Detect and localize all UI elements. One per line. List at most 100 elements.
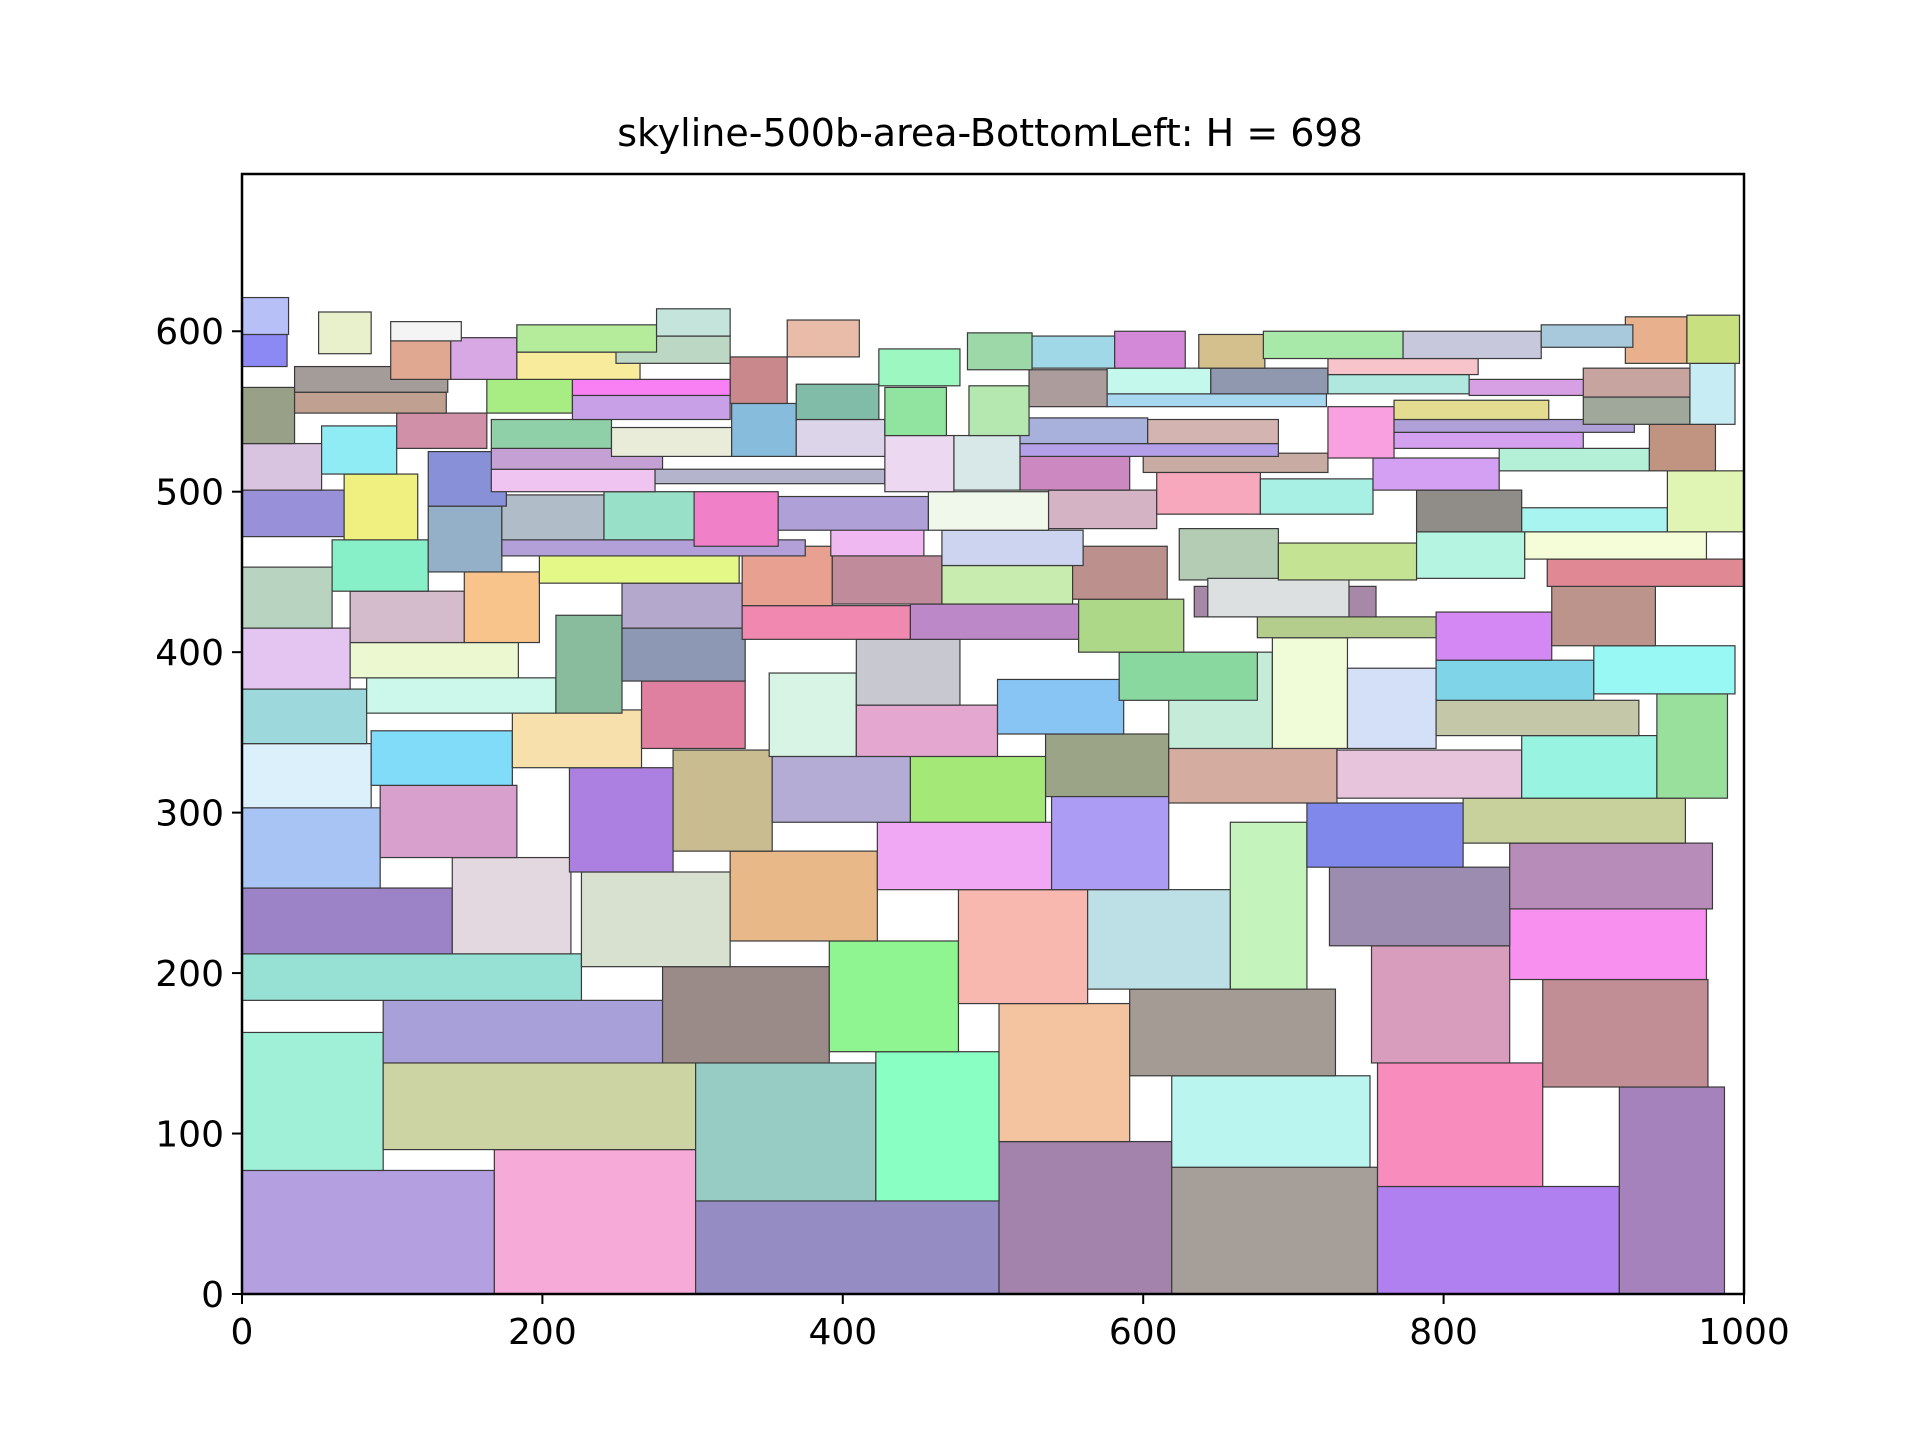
packed-rect: [1198, 333, 1266, 369]
packed-rect: [349, 641, 519, 679]
packed-rect: [1393, 431, 1584, 449]
packed-rect: [1376, 1062, 1544, 1188]
packed-rect: [1618, 1086, 1726, 1294]
packed-rect: [516, 324, 658, 353]
packed-rect: [1156, 471, 1261, 515]
packed-rect: [875, 1051, 1000, 1202]
packed-rect: [1624, 316, 1688, 364]
packed-rect: [729, 356, 788, 405]
packed-rect: [242, 386, 296, 445]
y-tick-label: 100: [155, 1115, 224, 1156]
packed-rect: [1229, 821, 1308, 990]
packed-rect: [1306, 802, 1464, 868]
packed-rect: [927, 491, 1050, 531]
x-tick-label: 200: [508, 1312, 577, 1353]
packed-rect: [731, 402, 797, 458]
packed-rect: [1047, 489, 1158, 530]
packed-rect: [1370, 945, 1511, 1064]
packed-rect: [343, 473, 419, 541]
packed-rect: [349, 590, 465, 644]
packed-rect: [1044, 733, 1170, 798]
packed-rect: [695, 1062, 877, 1202]
packed-rect: [640, 680, 746, 750]
packed-rect: [1582, 396, 1691, 425]
x-tick-label: 800: [1409, 1312, 1478, 1353]
packed-rect: [1072, 545, 1168, 600]
packed-rect: [884, 434, 955, 493]
packed-rect: [538, 555, 740, 584]
packed-rect: [390, 340, 452, 380]
packed-rect: [1106, 367, 1212, 395]
packed-rect: [1327, 406, 1395, 459]
packed-rect: [1207, 577, 1350, 618]
packed-rect: [382, 1062, 706, 1151]
packed-rect: [1509, 908, 1708, 981]
packed-rect: [1028, 369, 1108, 408]
packed-rect: [1050, 792, 1170, 891]
packed-rect: [1106, 393, 1328, 408]
packed-rect: [1656, 693, 1729, 799]
packed-rect: [1593, 645, 1736, 695]
packed-rect: [1372, 457, 1500, 491]
packed-rect: [242, 333, 288, 368]
packed-rect: [1498, 447, 1650, 472]
packed-rect: [996, 678, 1125, 735]
packed-rect: [1178, 528, 1279, 581]
packed-rect: [321, 425, 398, 475]
packed-rect: [1262, 330, 1404, 360]
x-axis: 0 200 400 600 800 1000: [231, 1294, 1790, 1353]
packed-rect: [1521, 735, 1658, 799]
packed-rect: [729, 850, 878, 942]
packed-rect: [966, 332, 1033, 371]
packed-rect: [366, 677, 557, 714]
packed-rect: [370, 730, 513, 786]
packed-rect: [1542, 978, 1709, 1088]
y-tick-label: 200: [155, 954, 224, 995]
packed-rect: [661, 966, 830, 1064]
packed-rect: [242, 1169, 495, 1294]
packed-rect: [379, 784, 518, 859]
packed-rect: [1509, 842, 1714, 910]
x-tick-label: 400: [808, 1312, 877, 1353]
x-tick-label: 1000: [1698, 1312, 1790, 1353]
packed-rect: [1147, 418, 1279, 445]
rects-layer: [242, 296, 1744, 1294]
packed-rect: [828, 940, 960, 1053]
packed-rect: [1415, 489, 1523, 533]
packed-rect: [621, 627, 746, 682]
packed-rect: [451, 856, 572, 955]
packed-rect: [1031, 335, 1116, 369]
packed-rect: [1415, 531, 1526, 579]
packed-rect: [968, 385, 1030, 437]
y-tick-label: 0: [201, 1275, 224, 1316]
packed-rect: [1551, 585, 1656, 647]
packed-rect: [1540, 324, 1634, 348]
packed-rect: [1689, 362, 1736, 425]
packed-rect: [1271, 637, 1349, 750]
chart-title: skyline-500b-area-BottomLeft: H = 698: [617, 111, 1363, 155]
packed-rect: [1259, 478, 1374, 515]
packed-rect: [1402, 330, 1542, 360]
packed-rect: [331, 539, 429, 592]
packed-rect: [777, 495, 930, 531]
packed-rect: [242, 953, 583, 1001]
packed-rect: [242, 442, 323, 491]
packed-rect: [242, 688, 368, 745]
packed-rect: [382, 999, 664, 1064]
packed-rect: [1393, 399, 1550, 421]
packed-rect: [1336, 749, 1523, 799]
packed-rect: [1114, 330, 1186, 369]
packed-rect: [493, 1148, 697, 1294]
packed-rect: [741, 605, 911, 640]
packed-rect: [953, 434, 1021, 491]
x-tick-label: 0: [231, 1312, 254, 1353]
packed-rect: [1210, 367, 1329, 395]
packed-rect: [795, 383, 880, 421]
x-tick-label: 600: [1109, 1312, 1178, 1353]
packed-rect: [242, 887, 453, 955]
packed-rect: [1524, 531, 1708, 560]
packed-rect: [1078, 598, 1185, 653]
plot-frame: [240, 172, 1746, 1296]
packed-rect: [427, 505, 503, 573]
